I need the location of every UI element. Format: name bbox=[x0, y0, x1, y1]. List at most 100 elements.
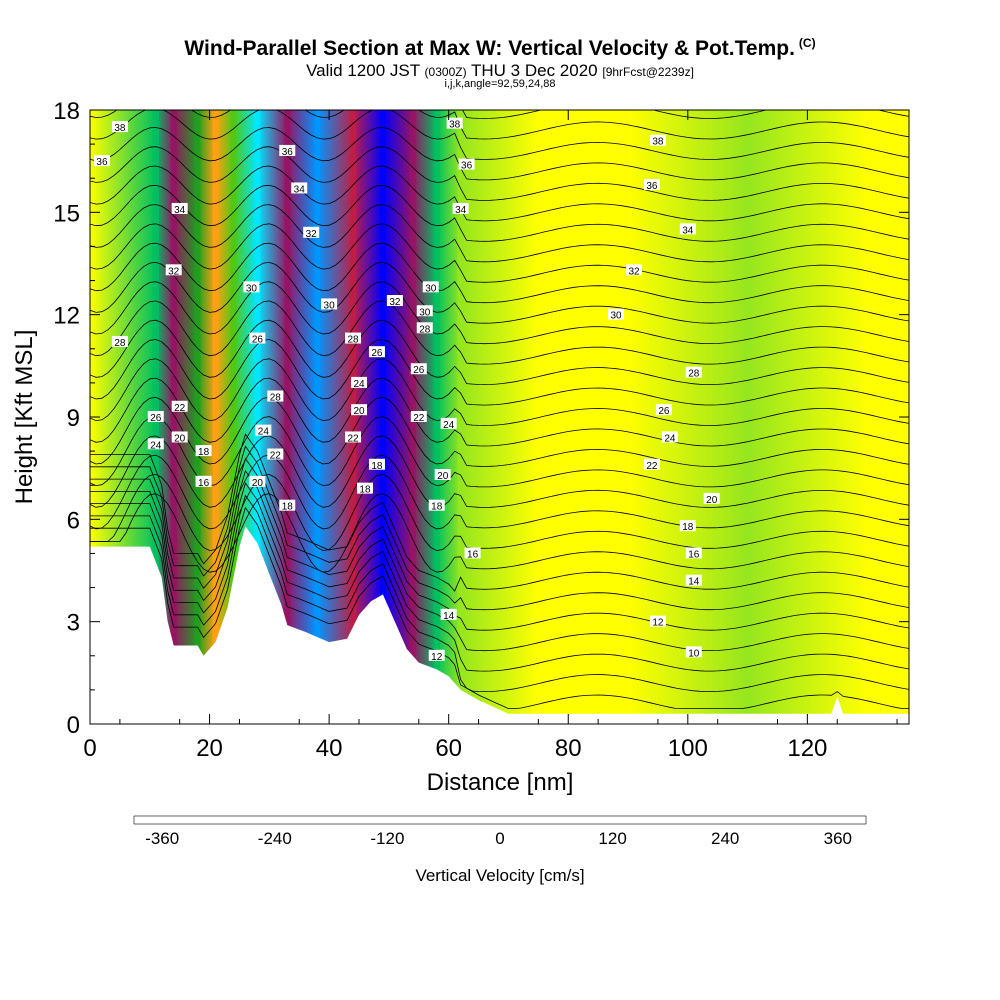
contour-label-text: 26 bbox=[658, 406, 670, 417]
theta-contour-line bbox=[90, 435, 909, 508]
contour-label-bg bbox=[368, 346, 385, 358]
theta-contour-line bbox=[90, 319, 909, 386]
velocity-band bbox=[535, 110, 542, 724]
theta-contour-line bbox=[90, 454, 909, 530]
contour-label-text: 28 bbox=[114, 338, 126, 349]
y-tick-label: 15 bbox=[53, 200, 80, 227]
contour-label: 36 bbox=[279, 144, 296, 158]
contour-label: 24 bbox=[255, 424, 272, 438]
colorbar-frame bbox=[133, 815, 867, 825]
contour-label-text: 38 bbox=[449, 120, 461, 131]
contour-label-text: 28 bbox=[347, 335, 359, 346]
chart-title: Wind-Parallel Section at Max W: Vertical… bbox=[0, 36, 1000, 61]
contour-label-bg bbox=[440, 608, 457, 620]
contour-label: 32 bbox=[386, 295, 403, 308]
contour-label-bg bbox=[243, 281, 260, 293]
contour-label-bg bbox=[171, 400, 188, 412]
contour-label: 22 bbox=[345, 431, 362, 444]
contour-label-text: 16 bbox=[688, 549, 700, 560]
contour-label-text: 20 bbox=[353, 406, 365, 417]
y-tick-label: 12 bbox=[53, 303, 80, 330]
contour-label: 18 bbox=[428, 499, 445, 513]
contour-label: 18 bbox=[356, 482, 373, 496]
x-tick-label: 0 bbox=[83, 735, 96, 762]
contour-label-bg bbox=[267, 390, 284, 402]
contour-label-bg bbox=[661, 431, 678, 443]
contour-label-text: 34 bbox=[455, 205, 467, 216]
contour-label: 10 bbox=[685, 646, 702, 659]
contour-label: 34 bbox=[291, 182, 308, 195]
theta-contour-line bbox=[90, 281, 909, 345]
contour-label-bg bbox=[171, 431, 188, 443]
contour-label-bg bbox=[428, 649, 445, 661]
contour-label: 20 bbox=[351, 404, 368, 417]
contour-label-bg bbox=[679, 223, 696, 235]
contour-label-bg bbox=[291, 182, 308, 194]
contour-label: 24 bbox=[661, 431, 678, 444]
copyright-mark: (C) bbox=[798, 36, 816, 50]
contour-label-bg bbox=[685, 574, 702, 586]
contour-label-text: 18 bbox=[198, 447, 210, 458]
contour-label-text: 34 bbox=[682, 225, 694, 236]
x-tick-label: 120 bbox=[787, 735, 827, 762]
contour-label-bg bbox=[279, 499, 296, 511]
x-tick-label: 40 bbox=[316, 735, 343, 762]
theta-contour-line bbox=[90, 396, 909, 467]
contour-label: 38 bbox=[649, 134, 666, 148]
contour-label-text: 10 bbox=[688, 648, 700, 659]
potential-temperature-contours bbox=[90, 110, 909, 709]
contour-label-bg bbox=[356, 482, 373, 494]
theta-contour-line bbox=[90, 416, 909, 488]
terrain bbox=[90, 526, 909, 724]
velocity-band bbox=[254, 110, 261, 724]
contour-label-bg bbox=[111, 121, 128, 133]
theta-contour-line bbox=[90, 165, 909, 222]
contour-label-bg bbox=[428, 499, 445, 511]
contour-label: 34 bbox=[679, 223, 696, 236]
colorbar-tick-label: -240 bbox=[258, 829, 292, 848]
contour-label: 20 bbox=[249, 475, 266, 489]
contour-label-text: 22 bbox=[413, 413, 425, 424]
theta-contour-line bbox=[90, 469, 909, 652]
theta-contour-line bbox=[90, 494, 909, 693]
contour-label: 28 bbox=[267, 390, 284, 404]
contour-label-text: 14 bbox=[443, 611, 455, 622]
contour-label-bg bbox=[608, 308, 625, 320]
contour-label: 34 bbox=[452, 202, 469, 216]
contour-label: 12 bbox=[649, 615, 666, 629]
contour-label-bg bbox=[267, 448, 284, 460]
theta-contour-line bbox=[462, 110, 909, 119]
contour-label-text: 22 bbox=[174, 403, 186, 414]
contour-label: 22 bbox=[267, 448, 284, 462]
subtitle-valid: Valid 1200 JST bbox=[306, 61, 420, 80]
contour-label-text: 32 bbox=[389, 297, 401, 308]
contour-label-text: 36 bbox=[646, 181, 658, 192]
contour-label: 30 bbox=[608, 308, 625, 322]
contour-label-bg bbox=[703, 492, 720, 504]
contour-label-text: 16 bbox=[467, 549, 479, 560]
contour-label-bg bbox=[685, 646, 702, 658]
contour-label-text: 30 bbox=[419, 307, 431, 318]
colorbar-tick-label: -360 bbox=[145, 829, 179, 848]
contour-label: 28 bbox=[416, 322, 433, 335]
contour-label-text: 26 bbox=[150, 413, 162, 424]
contour-label: 38 bbox=[446, 117, 463, 131]
contour-label-bg bbox=[416, 322, 433, 334]
contour-label-text: 24 bbox=[443, 420, 455, 431]
colorbar-tick-label: 0 bbox=[495, 829, 504, 848]
contour-label-text: 32 bbox=[306, 229, 318, 240]
x-tick-label: 60 bbox=[435, 735, 462, 762]
contour-label: 16 bbox=[685, 547, 702, 560]
contour-label-bg bbox=[249, 475, 266, 487]
contour-label-text: 30 bbox=[324, 300, 336, 311]
contour-labels: 38 36 34 32 28 26 24 22 20 18 16 36 34 32 30 26 28 24 22 20… bbox=[93, 117, 720, 663]
contour-label-bg bbox=[410, 363, 427, 375]
contour-label: 30 bbox=[243, 281, 260, 294]
contour-label-bg bbox=[321, 298, 338, 310]
contour-label-text: 12 bbox=[652, 618, 664, 629]
velocity-band bbox=[314, 110, 321, 724]
contour-label-text: 20 bbox=[706, 495, 718, 506]
y-axis-label: Height [Kft MSL] bbox=[11, 330, 38, 505]
contour-label: 30 bbox=[422, 281, 439, 294]
